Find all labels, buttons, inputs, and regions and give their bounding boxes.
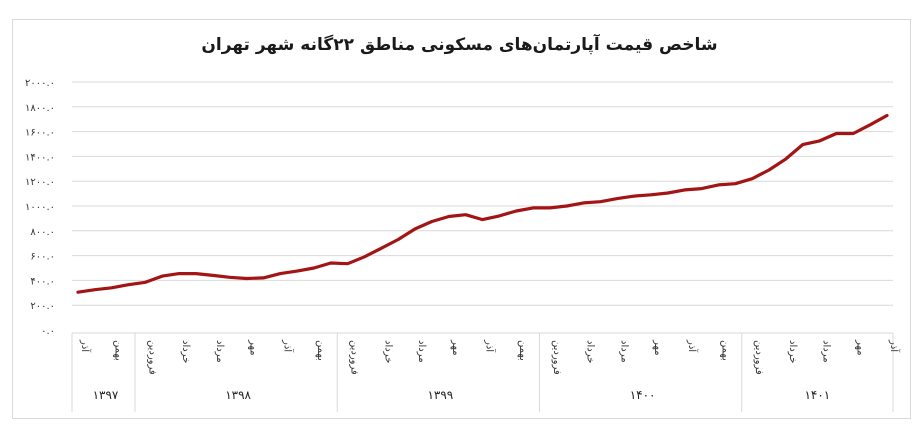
year-label: ۱۴۰۰	[630, 388, 656, 402]
month-label: فروردین	[551, 340, 562, 375]
price-index-line	[76, 113, 889, 294]
month-label: بهمن	[517, 340, 528, 361]
y-tick-label: ۱۰۰۰.۰	[25, 202, 55, 213]
month-label: آذر	[888, 339, 901, 353]
month-label: بهمن	[315, 340, 326, 361]
month-label: فروردین	[349, 340, 360, 375]
chart-frame	[12, 19, 911, 419]
y-tick-label: ۱۲۰۰.۰	[25, 177, 55, 188]
y-tick-label: ۴۰۰.۰	[30, 276, 55, 287]
y-axis: ۰.۰ ۲۰۰.۰ ۴۰۰.۰ ۶۰۰.۰ ۸۰۰.۰ ۱۰۰۰.۰ ۱۲۰۰.۰ ۱۴۰۰.…	[25, 78, 55, 337]
month-label: آذر	[686, 339, 699, 353]
month-label: خرداد	[787, 340, 798, 363]
month-label: مهر	[248, 339, 259, 355]
month-label: بهمن	[113, 340, 124, 361]
y-tick-label: ۶۰۰.۰	[30, 252, 55, 263]
y-tick-label: ۲۰۰.۰	[30, 301, 55, 312]
month-label: خرداد	[180, 340, 191, 363]
chart-title: شاخص قیمت آپارتمان‌های مسکونی مناطق ۲۲گا…	[201, 35, 718, 55]
month-label: آذر	[79, 339, 92, 353]
month-label: مرداد	[821, 340, 832, 363]
month-label: فروردین	[146, 340, 157, 375]
x-axis: ۱۳۹۷ ۱۳۹۸ ۱۳۹۹ ۱۴۰۰ ۱۴۰۱ آذر بهمن فروردین خرداد م…	[71, 332, 901, 412]
month-label: مرداد	[214, 340, 225, 363]
month-label: مرداد	[416, 340, 427, 363]
month-label: خرداد	[585, 340, 596, 363]
year-label: ۱۴۰۱	[804, 388, 830, 402]
y-tick-label: ۱۴۰۰.۰	[25, 152, 55, 163]
year-label: ۱۳۹۷	[93, 388, 119, 402]
month-label: آذر	[281, 339, 294, 353]
month-label: فروردین	[753, 340, 764, 375]
y-tick-label: ۸۰۰.۰	[30, 227, 55, 238]
month-label: خرداد	[382, 340, 393, 363]
month-label: مهر	[652, 339, 663, 355]
month-label: مهر	[854, 339, 865, 355]
y-tick-label: ۱۶۰۰.۰	[25, 128, 55, 139]
y-tick-label: ۰.۰	[41, 326, 55, 337]
year-label: ۱۳۹۸	[225, 388, 251, 402]
month-label: مهر	[450, 339, 461, 355]
month-label: بهمن	[719, 340, 730, 361]
month-label: آذر	[484, 339, 497, 353]
gridlines	[72, 81, 893, 306]
y-tick-label: ۲۰۰۰.۰	[25, 78, 55, 89]
y-tick-label: ۱۸۰۰.۰	[25, 103, 55, 114]
year-label: ۱۳۹۹	[427, 388, 453, 402]
month-label: مرداد	[618, 340, 629, 363]
